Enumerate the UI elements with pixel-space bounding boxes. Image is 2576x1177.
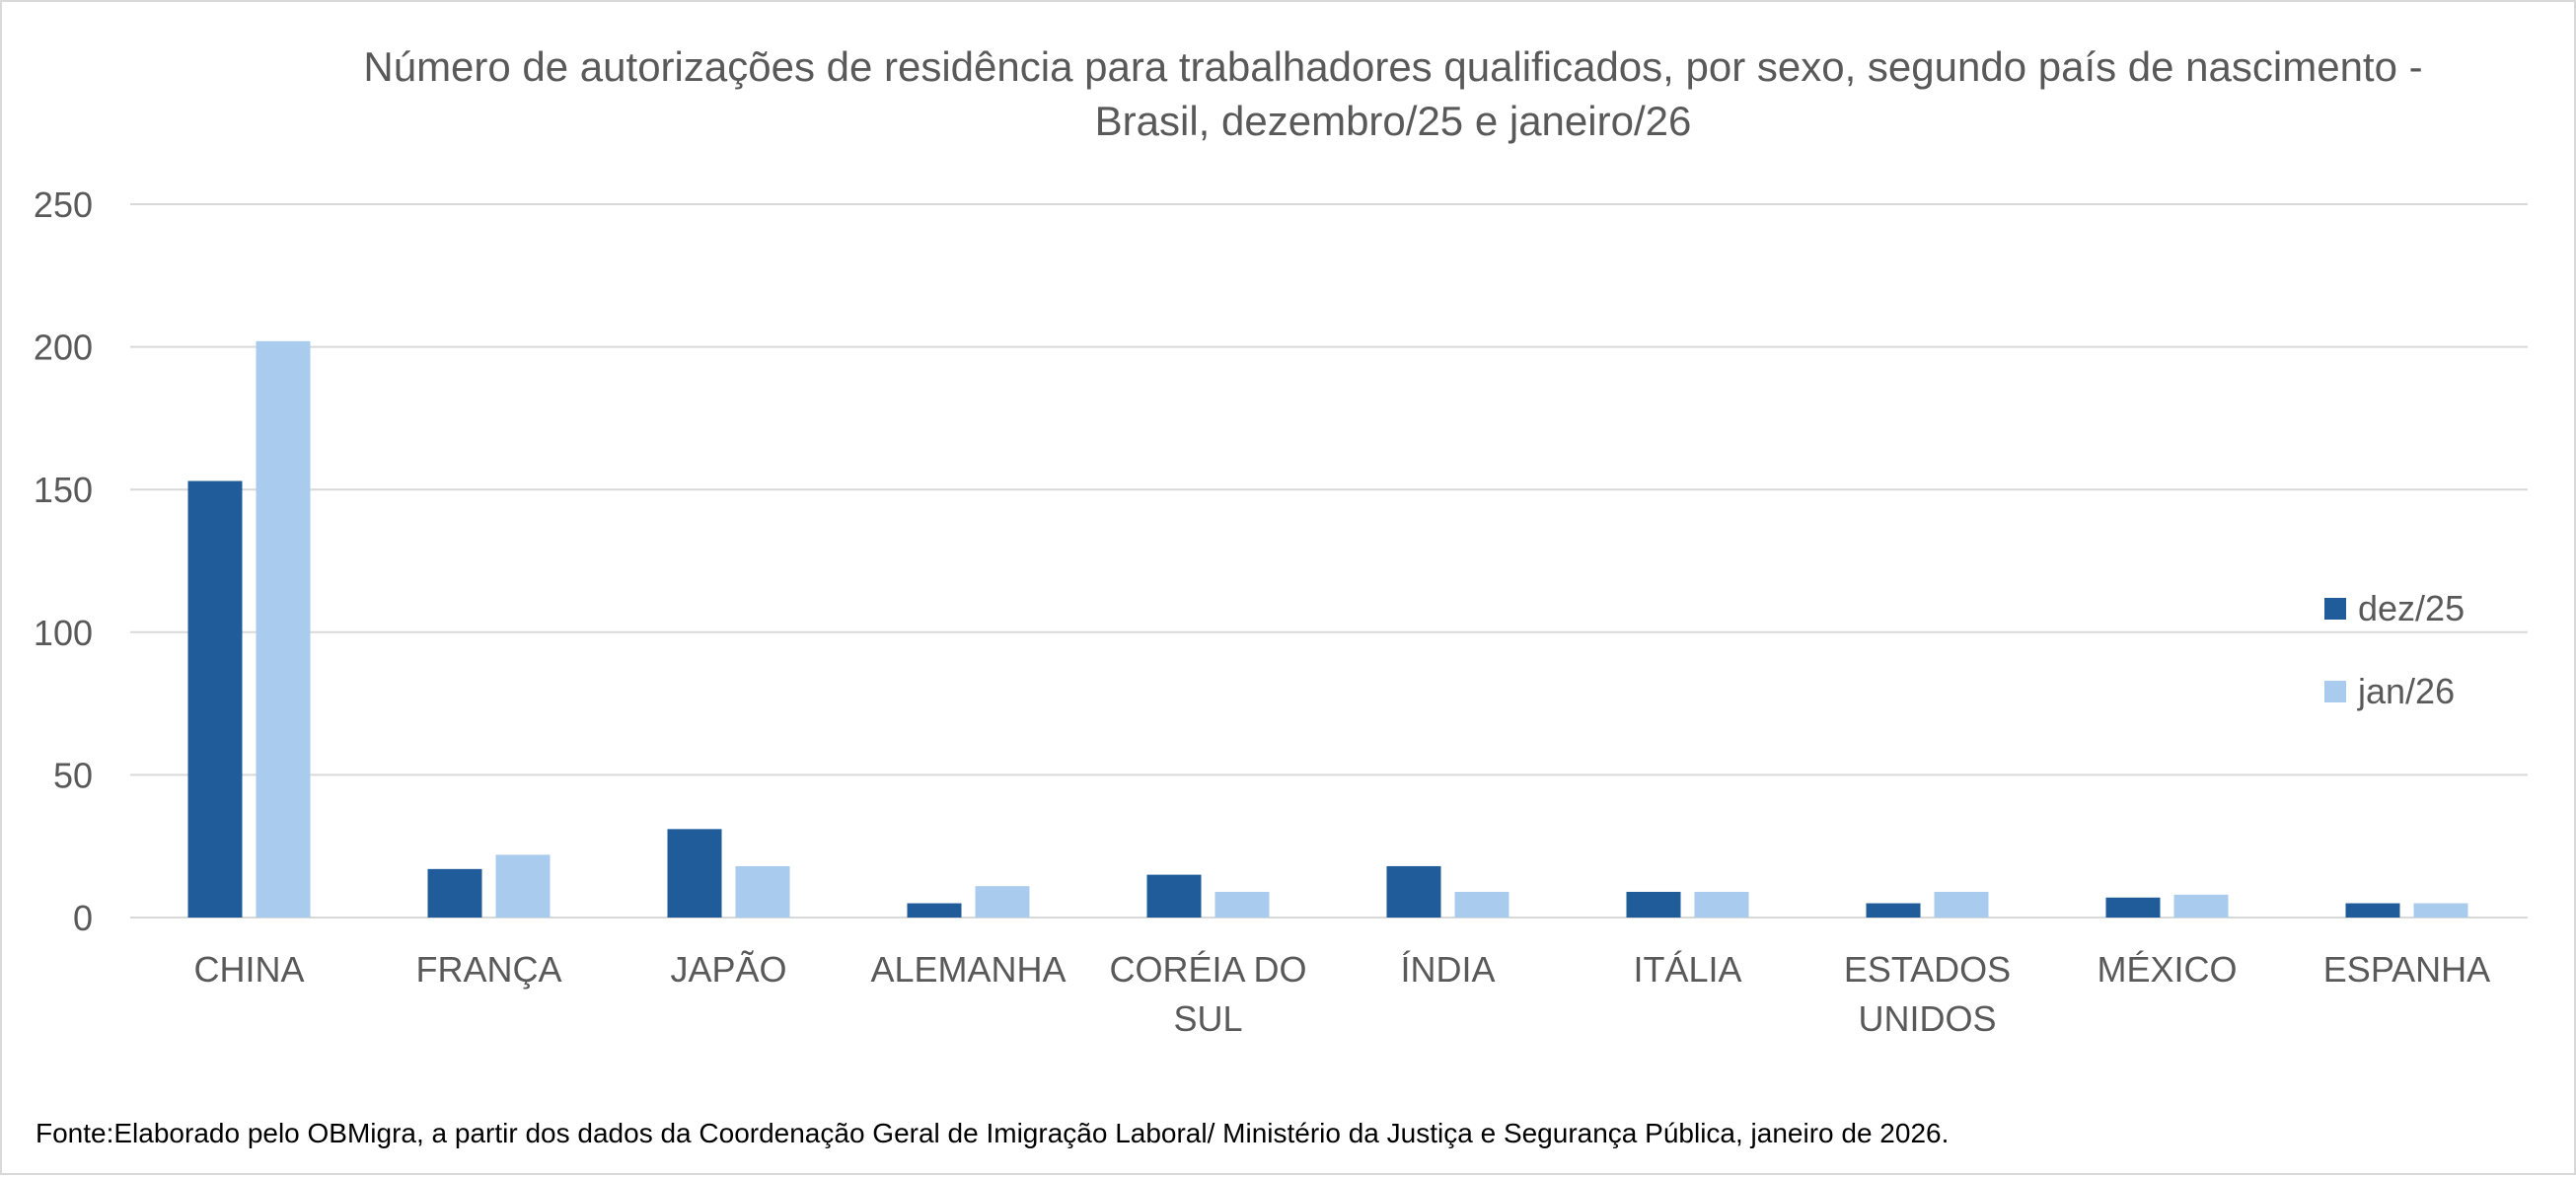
- bar-jan-26-índia: [1454, 891, 1509, 918]
- bars: [187, 340, 2468, 918]
- y-tick-label: 150: [34, 470, 93, 510]
- x-axis-categories: CHINA FRANÇA JAPÃO ALEMANHA CORÉIA DO SUL ÍNDI…: [193, 949, 2490, 1039]
- bar-jan-26-estados-unidos: [1934, 891, 1989, 918]
- bar-dez-25-japão: [667, 829, 722, 918]
- x-category-label: ITÁLIA: [1633, 949, 1741, 990]
- x-category-label: MÉXICO: [2097, 949, 2237, 990]
- bar-jan-26-china: [256, 340, 311, 918]
- bar-dez-25-espanha: [2345, 903, 2400, 918]
- bar-dez-25-coréia-do-sul: [1146, 874, 1202, 918]
- bar-dez-25-frança: [427, 868, 482, 918]
- chart-title: Número de autorizações de residência par…: [363, 43, 2422, 144]
- y-tick-label: 250: [34, 184, 93, 225]
- bar-dez-25-itália: [1626, 891, 1681, 918]
- x-category-label: ESPANHA: [2323, 949, 2490, 990]
- bar-dez-25-estados-unidos: [1866, 903, 1921, 918]
- bar-jan-26-espanha: [2413, 903, 2468, 918]
- gridlines: [130, 203, 2528, 919]
- x-category-label: SUL: [1173, 998, 1242, 1039]
- x-category-label: ESTADOS: [1844, 949, 2011, 990]
- y-tick-label: 200: [34, 328, 93, 368]
- y-tick-label: 100: [34, 613, 93, 653]
- x-category-label: UNIDOS: [1858, 998, 1996, 1039]
- x-category-label: CORÉIA DO: [1109, 949, 1306, 990]
- chart-title-line-1: Número de autorizações de residência par…: [363, 43, 2422, 90]
- x-category-label: ALEMANHA: [870, 949, 1066, 990]
- bar-dez-25-índia: [1386, 865, 1441, 918]
- bar-jan-26-méxico: [2173, 894, 2229, 918]
- y-tick-label: 50: [53, 755, 93, 795]
- legend: dez/25 jan/26: [2324, 588, 2465, 711]
- bar-jan-26-coréia-do-sul: [1214, 891, 1270, 918]
- legend-label: dez/25: [2358, 588, 2465, 628]
- x-category-label: ÍNDIA: [1400, 949, 1495, 990]
- source-note: Fonte:Elaborado pelo OBMigra, a partir d…: [36, 1118, 1949, 1148]
- bar-jan-26-japão: [735, 865, 790, 918]
- bar-dez-25-china: [187, 480, 243, 918]
- x-category-label: JAPÃO: [670, 949, 786, 990]
- chart-title-line-2: Brasil, dezembro/25 e janeiro/26: [1095, 98, 1692, 144]
- bar-jan-26-itália: [1694, 891, 1749, 918]
- bar-dez-25-méxico: [2105, 897, 2161, 918]
- legend-swatch: [2324, 598, 2346, 620]
- bar-jan-26-alemanha: [975, 886, 1030, 918]
- y-tick-label: 0: [73, 898, 93, 938]
- x-category-label: FRANÇA: [415, 949, 561, 990]
- legend-label: jan/26: [2357, 671, 2455, 711]
- y-axis-ticks: 0 50 100 150 200 250: [34, 184, 93, 938]
- x-category-label: CHINA: [193, 949, 304, 990]
- legend-swatch: [2324, 681, 2346, 702]
- bar-jan-26-frança: [495, 854, 551, 918]
- bar-dez-25-alemanha: [907, 903, 962, 918]
